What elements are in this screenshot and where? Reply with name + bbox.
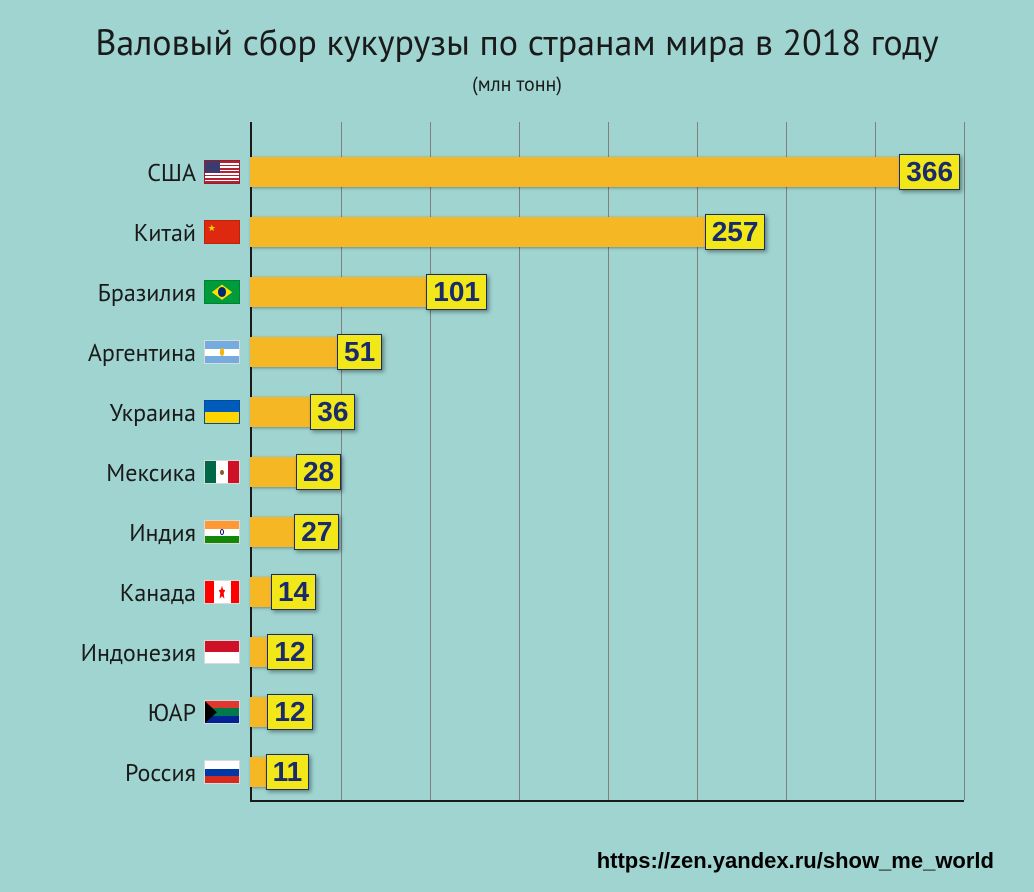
- label-cell: США: [30, 157, 250, 188]
- bar-row: Мексика28: [250, 442, 964, 502]
- bar-row: Индия27: [250, 502, 964, 562]
- label-cell: Индонезия: [30, 637, 250, 668]
- label-cell: Индия: [30, 517, 250, 548]
- value-label: 257: [705, 214, 766, 250]
- bar: [250, 217, 709, 247]
- flag-id: [204, 640, 240, 664]
- chart-title: Валовый сбор кукурузы по странам мира в …: [30, 20, 1004, 63]
- value-label: 14: [271, 574, 316, 610]
- flag-ua: [204, 400, 240, 424]
- value-label: 12: [267, 694, 312, 730]
- country-label: Украина: [110, 397, 196, 428]
- flag-in: [204, 520, 240, 544]
- bar: [250, 277, 430, 307]
- value-label: 101: [426, 274, 487, 310]
- country-label: Бразилия: [98, 277, 196, 308]
- bar-row: Украина36: [250, 382, 964, 442]
- value-label: 12: [267, 634, 312, 670]
- flag-za: [204, 700, 240, 724]
- label-cell: Украина: [30, 397, 250, 428]
- country-label: США: [147, 157, 196, 188]
- country-label: Канада: [120, 577, 196, 608]
- gridline: [964, 122, 965, 800]
- flag-us: [204, 160, 240, 184]
- country-label: Аргентина: [88, 337, 196, 368]
- flag-br: [204, 280, 240, 304]
- bar: [250, 337, 341, 367]
- bars-group: США366Китай★257Бразилия101Аргентина51Укр…: [250, 122, 964, 802]
- value-label: 36: [310, 394, 355, 430]
- country-label: Мексика: [106, 457, 196, 488]
- country-label: Индонезия: [81, 637, 196, 668]
- bar: [250, 157, 903, 187]
- country-label: ЮАР: [148, 697, 196, 728]
- bar-row: Индонезия12: [250, 622, 964, 682]
- label-cell: Китай ★: [30, 217, 250, 248]
- flag-ar: [204, 340, 240, 364]
- label-cell: Россия: [30, 757, 250, 788]
- source-url: https://zen.yandex.ru/show_me_world: [597, 848, 994, 874]
- chart-container: Валовый сбор кукурузы по странам мира в …: [0, 0, 1034, 892]
- bar-row: Китай★257: [250, 202, 964, 262]
- label-cell: Бразилия: [30, 277, 250, 308]
- plot-area: США366Китай★257Бразилия101Аргентина51Укр…: [250, 122, 964, 802]
- bar-row: Аргентина51: [250, 322, 964, 382]
- flag-cn: ★: [204, 220, 240, 244]
- bar-row: ЮАР12: [250, 682, 964, 742]
- bar: [250, 517, 298, 547]
- bar: [250, 397, 314, 427]
- bar: [250, 457, 300, 487]
- value-label: 28: [296, 454, 341, 490]
- label-cell: ЮАР: [30, 697, 250, 728]
- value-label: 11: [266, 754, 310, 790]
- country-label: Индия: [129, 517, 196, 548]
- country-label: Китай: [134, 217, 196, 248]
- country-label: Россия: [125, 757, 196, 788]
- bar-row: США366: [250, 142, 964, 202]
- value-label: 27: [294, 514, 339, 550]
- value-label: 366: [899, 154, 960, 190]
- bar-row: Бразилия101: [250, 262, 964, 322]
- flag-ca: [204, 580, 240, 604]
- flag-mx: [204, 460, 240, 484]
- flag-ru: [204, 760, 240, 784]
- value-label: 51: [337, 334, 382, 370]
- bar-row: Канада14: [250, 562, 964, 622]
- label-cell: Канада: [30, 577, 250, 608]
- label-cell: Мексика: [30, 457, 250, 488]
- chart-subtitle: (млн тонн): [30, 71, 1004, 97]
- bar-row: Россия11: [250, 742, 964, 802]
- label-cell: Аргентина: [30, 337, 250, 368]
